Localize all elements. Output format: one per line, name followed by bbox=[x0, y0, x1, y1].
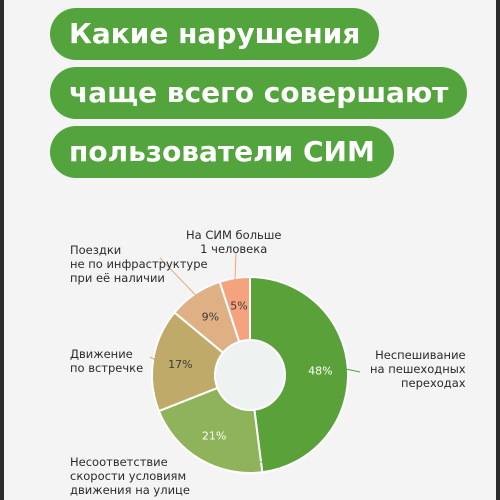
slice-label-0-line2: на пешеходных bbox=[370, 362, 466, 376]
slice-value-label-4: 5% bbox=[230, 299, 247, 312]
slice-label-3-line1: Поездки bbox=[70, 243, 122, 257]
slice-label-3-line2: не по инфраструктуре bbox=[70, 257, 208, 271]
slice-value-label-1: 21% bbox=[202, 430, 226, 443]
slice-label-2-line2: по встречке bbox=[70, 361, 144, 375]
slice-label-3-line3: при её наличии bbox=[70, 271, 165, 285]
slice-value-label-0: 48% bbox=[308, 365, 332, 378]
slice-label-2: Движение по встречке bbox=[70, 347, 143, 375]
slice-label-1-line1: Несоответствие bbox=[70, 455, 168, 469]
title-line-3: пользователи СИМ bbox=[50, 126, 394, 178]
slice-label-0-line3: переходах bbox=[401, 376, 466, 390]
slice-label-0-line1: Неспешивание bbox=[375, 348, 466, 362]
donut-hole bbox=[215, 340, 285, 410]
donut-slice-4 bbox=[218, 275, 251, 343]
slice-leader-line-2 bbox=[149, 356, 156, 361]
slice-value-label-3: 9% bbox=[202, 311, 219, 324]
right-frame-edge bbox=[496, 0, 500, 500]
slice-label-1-line3: движения на улице bbox=[70, 483, 190, 497]
slice-label-3: Поездки не по инфраструктуре при её нали… bbox=[70, 243, 208, 285]
slice-label-4-line2: 1 человека bbox=[200, 242, 268, 256]
slice-leader-line-1 bbox=[201, 457, 263, 463]
donut-slice-0 bbox=[249, 275, 349, 474]
slice-label-0: Неспешивание на пешеходных переходах bbox=[370, 348, 466, 390]
left-frame-edge bbox=[0, 0, 4, 500]
donut-slice-2 bbox=[151, 311, 225, 413]
slice-leader-line-4 bbox=[234, 251, 237, 281]
slice-label-4: На СИМ больше 1 человека bbox=[186, 228, 281, 256]
slice-label-1-line2: скорости условиям bbox=[70, 469, 187, 483]
title-line-1: Какие нарушения bbox=[50, 8, 380, 60]
slice-label-4-line1: На СИМ больше bbox=[186, 228, 282, 242]
slice-label-1: Несоответствие скорости условиям движени… bbox=[70, 455, 190, 497]
title-line-2: чаще всего совершают bbox=[50, 67, 468, 119]
slice-value-label-2: 17% bbox=[168, 358, 192, 371]
slice-leader-line-0 bbox=[345, 368, 361, 373]
slice-label-2-line1: Движение bbox=[70, 347, 133, 361]
slice-leader-line-3 bbox=[159, 257, 197, 296]
donut-slice-1 bbox=[157, 386, 264, 474]
